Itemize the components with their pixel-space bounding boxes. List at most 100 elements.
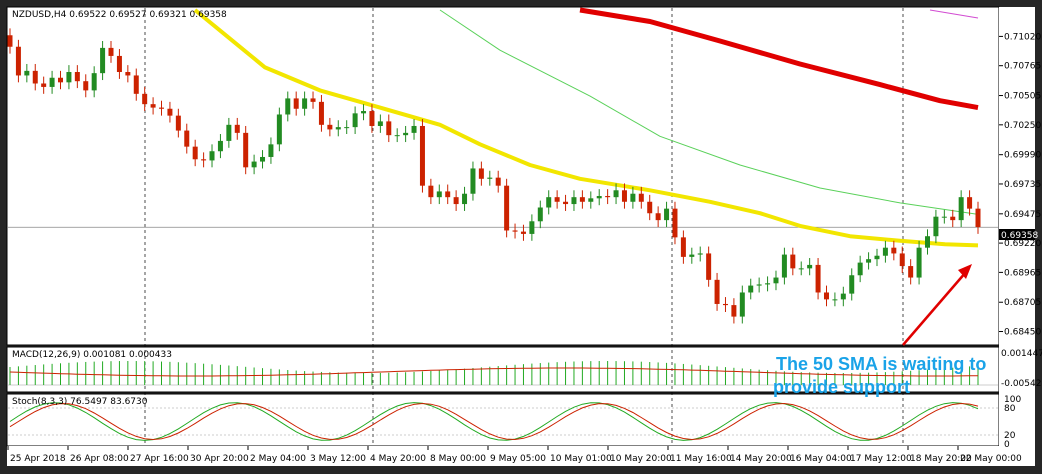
y-tick-label: 0.70765 [1004, 62, 1041, 72]
candle-body [756, 284, 762, 286]
candle-body [849, 275, 855, 294]
candle-body [647, 201, 653, 214]
candle [748, 278, 754, 300]
stoch-tick-label: 80 [1004, 404, 1016, 414]
candle-body [546, 197, 552, 208]
candle-body [344, 127, 350, 129]
candle-body [697, 253, 703, 255]
candle-body [108, 47, 114, 56]
candle-body [58, 77, 64, 83]
candle [882, 240, 888, 263]
candle [361, 104, 367, 121]
symbol-header: NZDUSD,H4 0.69522 0.69527 0.69321 0.6935… [12, 10, 227, 20]
candle [310, 91, 316, 109]
candle-body [815, 264, 821, 293]
stoch-tick-label: 20 [1004, 431, 1016, 441]
candle [832, 292, 838, 307]
time-axis: 25 Apr 2018 26 Apr 08:00 27 Apr 16:00 30 Ap… [7, 446, 1022, 464]
candle [394, 128, 400, 143]
y-tick-label: 0.69990 [1004, 151, 1041, 161]
grid-lines [8, 8, 998, 445]
candle-body [706, 253, 712, 280]
candle [714, 272, 720, 311]
candle [7, 28, 13, 54]
y-tick-label: 0.69735 [1004, 180, 1041, 190]
macd-pane[interactable] [6, 346, 1000, 393]
candle-body [49, 77, 55, 87]
candle [226, 117, 232, 148]
candle-body [621, 190, 627, 202]
candle [866, 252, 872, 270]
candle-body [369, 111, 375, 126]
candle-body [941, 216, 947, 218]
candle [243, 125, 249, 175]
stoch-tick-label: 100 [1004, 395, 1021, 405]
candle [74, 65, 80, 89]
annotation-arrow-head [958, 264, 972, 279]
candle [209, 144, 215, 168]
macd-signal-line [9, 367, 979, 377]
candle [369, 104, 375, 133]
candle [596, 189, 602, 206]
candle [335, 120, 341, 137]
candle-body [167, 108, 173, 116]
candle-body [512, 230, 518, 232]
candle [798, 261, 804, 276]
candle-body [630, 193, 636, 202]
candle-body [100, 47, 106, 74]
sma-50-line [193, 8, 979, 248]
candle [15, 39, 21, 83]
candle [184, 123, 190, 154]
macd-label: MACD(12,26,9) 0.001081 0.000433 [12, 350, 172, 360]
candle-body [790, 254, 796, 269]
y-tick-label: 0.68450 [1004, 328, 1041, 338]
candle [150, 97, 156, 115]
candle [899, 246, 905, 273]
candle [24, 63, 30, 83]
y-tick-label: 0.70250 [1004, 121, 1041, 131]
candle [680, 230, 686, 264]
candle [268, 137, 274, 164]
candle-body [133, 75, 139, 94]
x-tick-label: 22 May 00:00 [960, 454, 1022, 464]
candle [49, 70, 55, 94]
stoch-pane[interactable] [6, 393, 1000, 447]
candle-body [579, 197, 585, 202]
price-axis: 0.71020 0.70765 0.70505 0.70250 0.69990 0.697… [999, 32, 1042, 450]
candle [142, 86, 148, 112]
candle [83, 74, 89, 98]
candle-body [428, 185, 434, 198]
candle [377, 114, 383, 133]
candle [823, 285, 829, 307]
candle-body [419, 125, 425, 186]
candle-body [832, 299, 838, 301]
candle [403, 125, 409, 143]
candle [91, 66, 97, 98]
current-price-label: 0.69358 [1001, 231, 1038, 241]
candle-body [916, 247, 922, 278]
candle-body [150, 104, 156, 108]
candle-body [445, 191, 451, 198]
candle [125, 65, 131, 83]
candle-body [924, 236, 930, 248]
sma-100-line [439, 9, 979, 215]
candle-body [352, 113, 358, 128]
candle-body [74, 72, 80, 82]
candle [116, 49, 122, 79]
candle-body [24, 70, 30, 76]
x-tick-label: 30 Apr 20:00 [190, 454, 249, 464]
candle [840, 286, 846, 307]
candle-body [664, 208, 670, 221]
candle [605, 189, 611, 205]
main-pane[interactable] [6, 6, 1000, 346]
candle-body [529, 221, 535, 234]
candle-body [487, 177, 493, 179]
macd-histogram [8, 361, 998, 386]
candle [613, 183, 619, 205]
candle-body [7, 35, 13, 47]
candle [664, 201, 670, 228]
candle-body [840, 293, 846, 300]
candle-body [588, 198, 594, 202]
